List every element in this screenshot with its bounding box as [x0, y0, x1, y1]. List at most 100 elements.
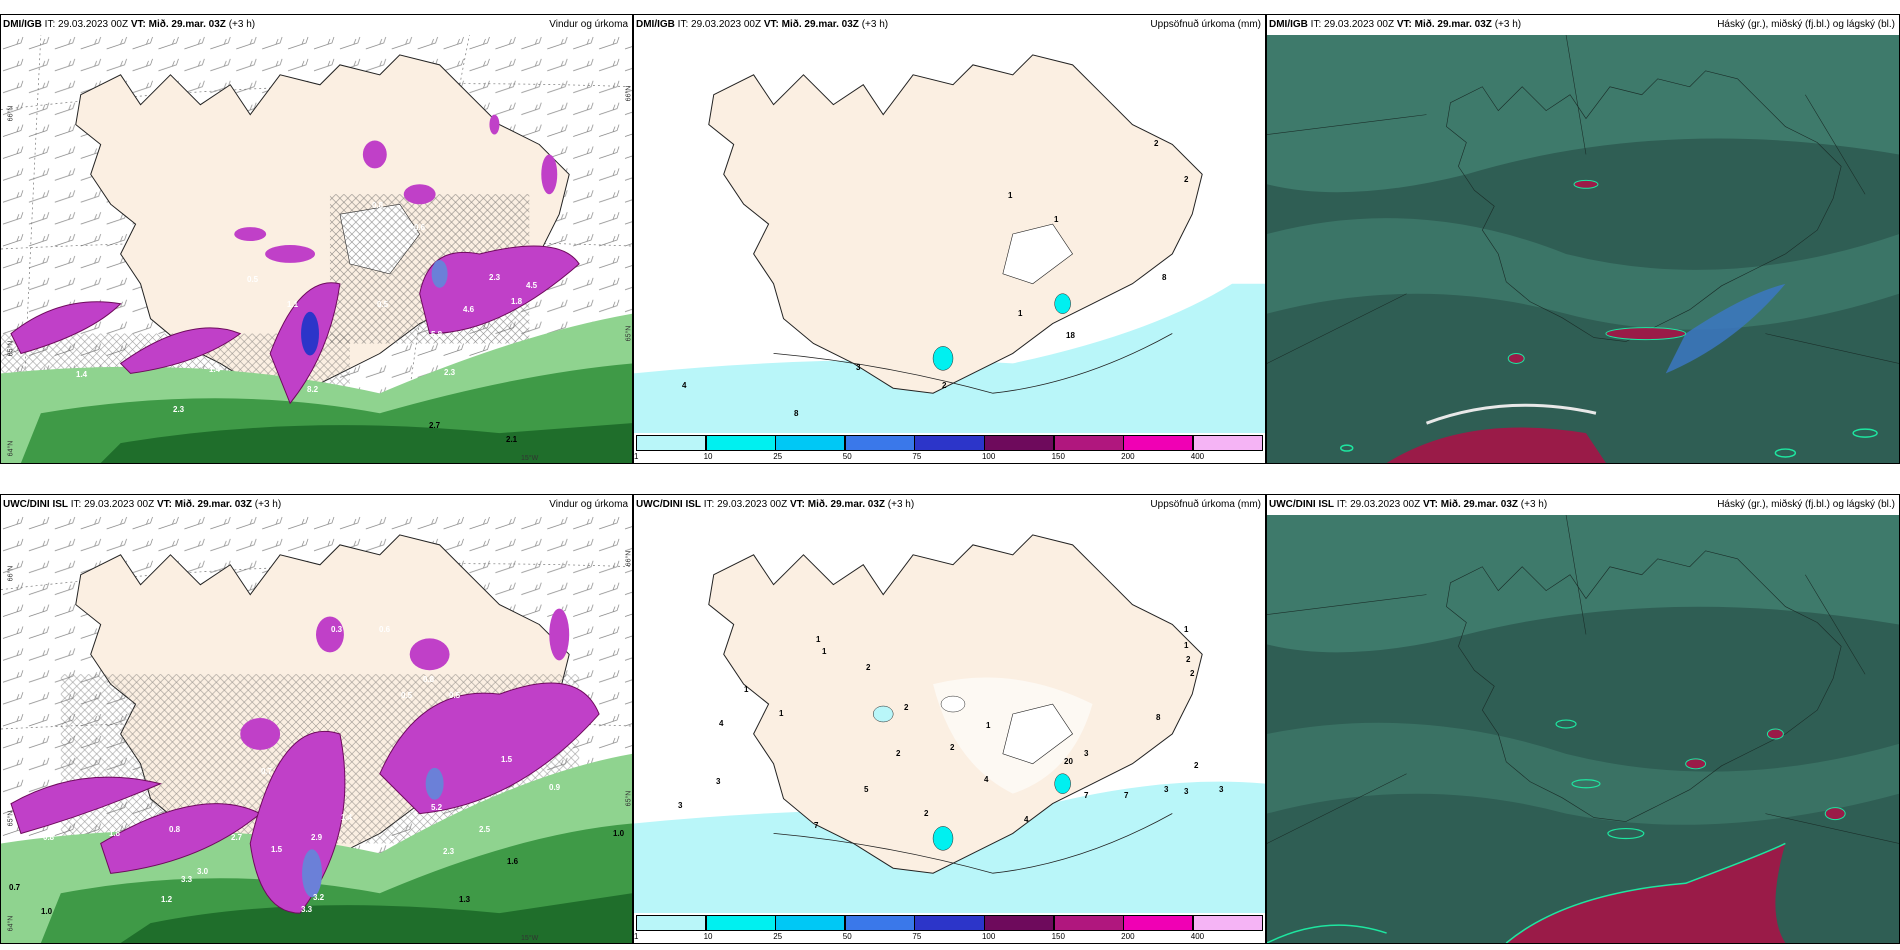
it-label: IT: [1310, 19, 1322, 30]
lead-time: (+3 h) [228, 19, 256, 30]
precip-label: 4.5 [526, 281, 538, 290]
lat-label-66: 66°N [7, 565, 15, 582]
accum-precip-map [634, 35, 1265, 433]
accum-label: 2 [950, 743, 955, 752]
colorbar-swatch [1192, 435, 1263, 451]
accum-label: 20 [1064, 757, 1073, 766]
precip-label: 3.3 [301, 905, 313, 914]
colorbar-tick: 25 [773, 452, 783, 461]
colorbar-tick: 400 [1190, 932, 1205, 941]
accum-label: 3 [856, 363, 861, 372]
vt-label: VT: [156, 499, 172, 510]
valid-time: Mið. 29.mar. 03Z [1414, 19, 1492, 30]
lat-label-65: 65°N [7, 340, 15, 357]
panel-header: UWC/DINI ISL IT: 29.03.2023 00Z VT: Mið.… [634, 495, 1265, 515]
accum-label: 2 [866, 663, 871, 672]
precip-label: 2.9 [311, 833, 323, 842]
accum-label: 2 [1184, 175, 1189, 184]
accum-label: 3 [716, 777, 721, 786]
precip-label: 0.5 [377, 300, 389, 309]
colorbar-tick: 50 [842, 452, 852, 461]
accum-label: 8 [1156, 713, 1161, 722]
colorbar-swatch [983, 435, 1055, 451]
accum-label: 1 [1018, 309, 1023, 318]
accum-label: 1 [986, 721, 991, 730]
lat-label-65: 65°N [7, 810, 15, 827]
precip-label: 0.3 [331, 625, 343, 634]
accum-label: 2 [1154, 139, 1159, 148]
it-label: IT: [677, 19, 689, 30]
accum-label: 7 [1124, 791, 1129, 800]
precip-label: 0.8 [43, 833, 55, 842]
colorbar-tick: 1 [634, 932, 639, 941]
precip-label: 0.8 [372, 201, 384, 210]
panel-uwc-clouds: UWC/DINI ISL IT: 29.03.2023 00Z VT: Mið.… [1266, 494, 1900, 944]
lat-label-65-right: 65°N [625, 325, 633, 342]
accum-label: 1 [816, 635, 821, 644]
model-name: UWC/DINI ISL [1269, 499, 1334, 510]
precip-label: 2.3 [489, 273, 501, 282]
panel-title: Uppsöfnuð úrkoma (mm) [1150, 499, 1261, 510]
accum-label: 1 [1184, 625, 1189, 634]
colorbar-tick: 100 [981, 932, 996, 941]
valid-time: Mið. 29.mar. 03Z [1440, 499, 1519, 510]
colorbar-swatch [636, 915, 707, 931]
colorbar-tick: 400 [1190, 452, 1205, 461]
lead-time: (+3 h) [1494, 19, 1522, 30]
cloud-map [1267, 35, 1899, 463]
precip-label: 1.8 [109, 829, 121, 838]
accum-label: 2 [1186, 655, 1191, 664]
accum-label: 2 [896, 749, 901, 758]
lead-time: (+3 h) [1520, 499, 1548, 510]
accum-label: 3 [1164, 785, 1169, 794]
vt-label: VT: [789, 499, 805, 510]
accum-label: 1 [1184, 641, 1189, 650]
valid-time: Mið. 29.mar. 03Z [781, 19, 859, 30]
precip-label: 1.4 [209, 365, 221, 374]
precip-label: 1.5 [501, 755, 513, 764]
panel-header: DMI/IGB IT: 29.03.2023 00Z VT: Mið. 29.m… [1267, 15, 1899, 35]
colorbar-swatch [705, 915, 776, 931]
colorbar-tick: 200 [1121, 452, 1135, 461]
accum-label: 18 [1066, 331, 1075, 340]
colorbar-tick: 150 [1051, 452, 1065, 461]
precip-label: 0.7 [261, 767, 273, 776]
lat-label-66-right: 66°N [625, 550, 633, 567]
model-name: UWC/DINI ISL [3, 499, 68, 510]
colorbar-tick: 100 [981, 452, 996, 461]
panel-header: DMI/IGB IT: 29.03.2023 00Z VT: Mið. 29.m… [1, 15, 632, 35]
accum-label: 1 [779, 709, 784, 718]
precip-label: 2.3 [444, 368, 456, 377]
vt-label: VT: [763, 19, 779, 30]
it-label: IT: [44, 19, 56, 30]
accum-label: 2 [904, 703, 909, 712]
it-label: IT: [703, 499, 715, 510]
colorbar-tick: 25 [773, 932, 783, 941]
precip-label: 1.4 [341, 813, 353, 822]
it-label: IT: [1336, 499, 1348, 510]
colorbar-swatch [1192, 915, 1263, 931]
colorbar-tick: 75 [912, 932, 922, 941]
init-time: 29.03.2023 00Z [58, 19, 129, 30]
precip-label: 0.9 [549, 783, 561, 792]
precip-colorbar: 1 10 25 50 75 100 150 200 400 [634, 435, 1263, 461]
model-name: DMI/IGB [636, 19, 675, 30]
precip-label: 0.8 [423, 675, 435, 684]
colorbar-swatch [983, 915, 1055, 931]
init-time: 29.03.2023 00Z [1350, 499, 1421, 510]
it-label: IT: [70, 499, 82, 510]
colorbar-tick: 200 [1121, 932, 1135, 941]
vt-label: VT: [130, 19, 146, 30]
colorbar-tick: 10 [703, 452, 713, 461]
init-time: 29.03.2023 00Z [691, 19, 762, 30]
precip-label: 2.7 [231, 833, 243, 842]
accum-label: 4 [1024, 815, 1029, 824]
accum-label: 1 [1008, 191, 1013, 200]
precip-label: 2.1 [506, 435, 518, 444]
lat-label-64: 64°N [7, 915, 15, 932]
precip-label: 2.5 [479, 825, 491, 834]
precip-label: 0.5 [247, 275, 259, 284]
colorbar-swatch [705, 435, 776, 451]
panel-dmi-accum-precip: DMI/IGB IT: 29.03.2023 00Z VT: Mið. 29.m… [633, 14, 1266, 464]
accum-label: 8 [1162, 273, 1167, 282]
